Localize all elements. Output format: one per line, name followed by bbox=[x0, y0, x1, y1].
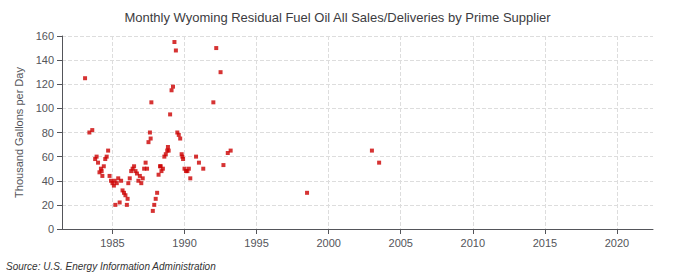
svg-text:1985: 1985 bbox=[100, 237, 124, 249]
svg-text:120: 120 bbox=[36, 78, 54, 90]
svg-text:2010: 2010 bbox=[461, 237, 485, 249]
svg-text:2020: 2020 bbox=[605, 237, 629, 249]
svg-text:2000: 2000 bbox=[316, 237, 340, 249]
svg-text:160: 160 bbox=[36, 30, 54, 42]
svg-text:40: 40 bbox=[42, 175, 54, 187]
svg-text:Source: U.S. Energy Informatio: Source: U.S. Energy Information Administ… bbox=[6, 261, 216, 272]
svg-text:1990: 1990 bbox=[172, 237, 196, 249]
svg-text:1995: 1995 bbox=[244, 237, 268, 249]
svg-text:0: 0 bbox=[48, 223, 54, 235]
svg-text:100: 100 bbox=[36, 102, 54, 114]
svg-text:Thousand Gallons per Day: Thousand Gallons per Day bbox=[13, 67, 25, 198]
svg-text:2005: 2005 bbox=[389, 237, 413, 249]
svg-text:2015: 2015 bbox=[533, 237, 557, 249]
svg-text:20: 20 bbox=[42, 199, 54, 211]
svg-text:Monthly Wyoming Residual Fuel: Monthly Wyoming Residual Fuel Oil All Sa… bbox=[124, 10, 551, 25]
svg-text:60: 60 bbox=[42, 151, 54, 163]
svg-text:80: 80 bbox=[42, 127, 54, 139]
svg-text:140: 140 bbox=[36, 54, 54, 66]
